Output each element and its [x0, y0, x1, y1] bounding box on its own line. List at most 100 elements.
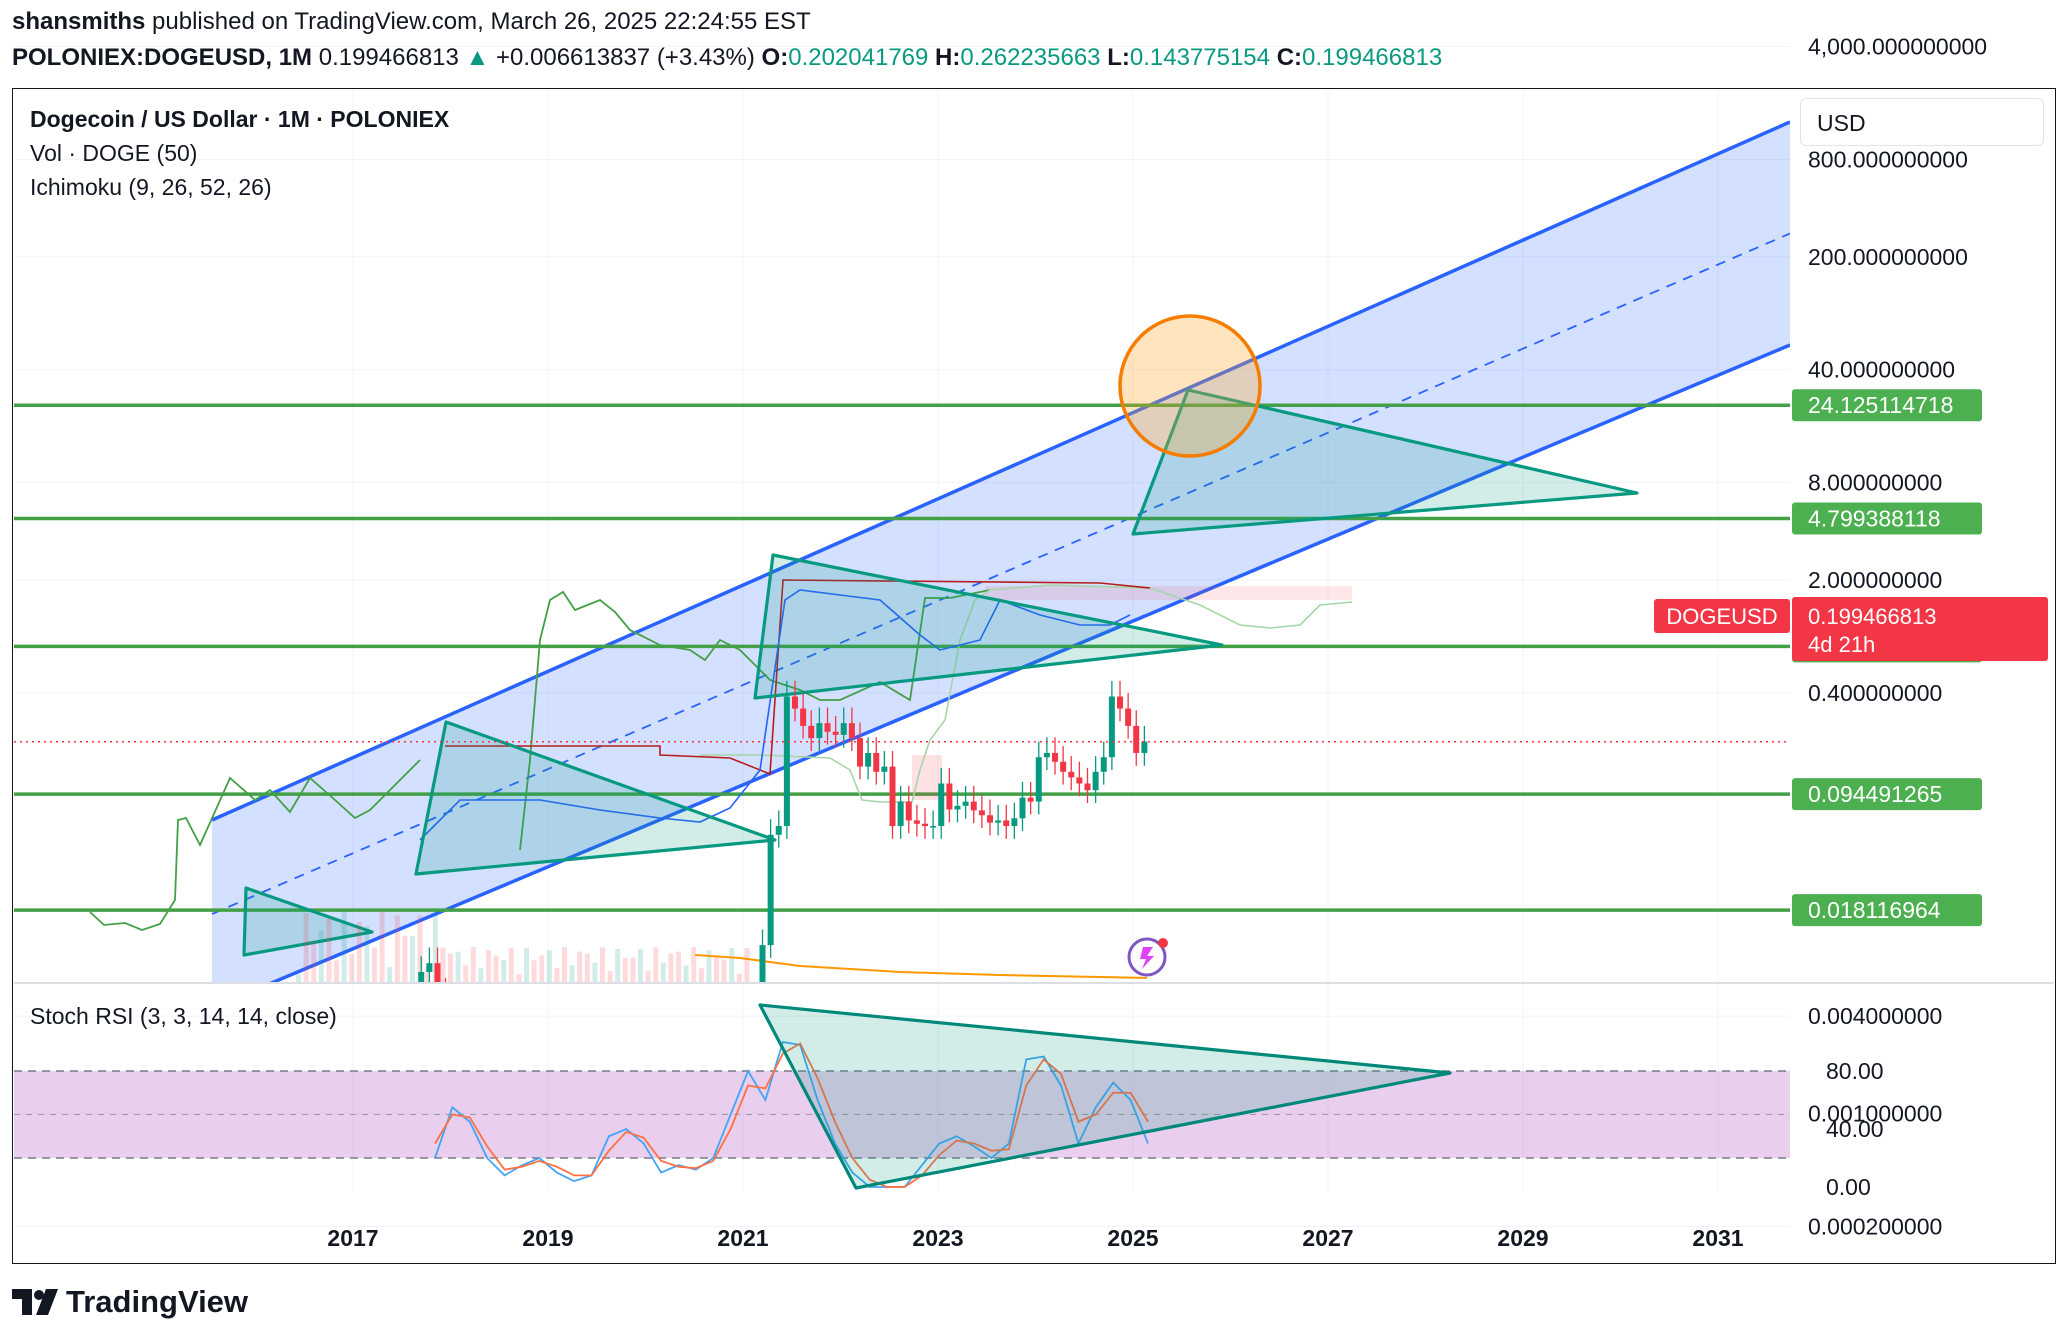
volume-bar	[714, 955, 719, 982]
candle-body	[1011, 818, 1018, 827]
tenkan-sen	[419, 589, 1131, 841]
candle-body	[703, 1030, 709, 1049]
volume-bar	[638, 948, 643, 982]
level-label-bg	[1792, 502, 1982, 535]
candle-body	[1108, 696, 1115, 758]
volume-bar	[478, 968, 484, 982]
channel-upper-line[interactable]	[211, 120, 1790, 822]
volume-bar	[516, 973, 522, 982]
price-axis[interactable]: 4,000.000000000 800.000000000 200.00000000…	[1808, 34, 1987, 1240]
stoch-rsi-legend[interactable]: Stoch RSI (3, 3, 14, 14, close)	[30, 1003, 337, 1029]
level-label-text: 4.799388118	[1808, 506, 1941, 532]
price-tick-label: 40.000000000	[1808, 357, 1955, 383]
candle-body	[329, 1198, 335, 1214]
price-tick-label: 0.400000000	[1808, 680, 1942, 706]
candle-body	[954, 805, 961, 810]
author-name[interactable]: shansmiths	[12, 8, 146, 35]
level-label-bg	[1792, 389, 1982, 422]
triangle-2021[interactable]	[753, 553, 1224, 700]
stoch-axis: 80.00 40.00 0.00	[1826, 1058, 1884, 1200]
candle-body	[727, 1041, 733, 1046]
chart-title: Dogecoin / US Dollar · 1M · POLONIEX	[30, 106, 450, 132]
volume-bar	[372, 947, 377, 982]
volume-bar	[493, 955, 499, 982]
volume-bar	[698, 968, 704, 982]
volume-bar	[425, 967, 431, 982]
target-circle-shape[interactable]	[1118, 314, 1262, 458]
volume-bar	[410, 935, 415, 982]
tradingview-logo[interactable]: TradingView	[12, 1284, 248, 1320]
volume-bar	[318, 930, 324, 982]
candle-body	[857, 738, 863, 767]
price-tag-bg	[1792, 597, 2048, 661]
triangle-patterns[interactable]	[242, 388, 1639, 957]
channel-lower-line[interactable]	[212, 343, 1790, 1008]
stoch-triangle[interactable]	[758, 1003, 1452, 1190]
candle-body	[930, 826, 937, 828]
volume-bar	[364, 925, 370, 982]
time-tick-label: 2029	[1497, 1225, 1548, 1251]
volume-bar	[326, 918, 332, 982]
candle-body	[1019, 797, 1026, 819]
volume-bar	[463, 965, 469, 982]
volume-legend[interactable]: Vol · DOGE (50)	[30, 140, 198, 166]
price-tick-label: 8.000000000	[1808, 470, 1942, 496]
replay-icon[interactable]	[1127, 937, 1168, 977]
volume-bar	[736, 973, 742, 982]
up-arrow-icon: ▲	[465, 44, 490, 71]
candle-body	[743, 1022, 749, 1034]
candle-body	[410, 1036, 416, 1058]
volume-bar	[440, 947, 446, 982]
volume-bar	[660, 962, 666, 982]
time-tick-label: 2021	[717, 1225, 768, 1251]
volume-bar	[356, 921, 362, 982]
candle-body	[475, 1036, 481, 1052]
volume-bar	[554, 968, 560, 982]
volume-bar	[607, 971, 613, 982]
volume-bar	[721, 960, 727, 982]
candle-body	[1052, 752, 1058, 762]
time-tick-label: 2023	[912, 1225, 963, 1251]
candle-body	[1076, 777, 1083, 784]
triangle-2018[interactable]	[414, 720, 777, 876]
candle-body	[783, 696, 790, 827]
candle-body	[695, 1044, 701, 1049]
candle-body	[913, 820, 920, 824]
candle-body	[305, 1220, 311, 1227]
candle-body	[361, 1030, 367, 1049]
cloud-red-patch	[912, 755, 942, 800]
candle-body	[418, 971, 425, 982]
publish-line: shansmiths published on TradingView.com,…	[12, 8, 811, 36]
grid-lines	[14, 46, 1790, 1227]
target-circle[interactable]	[1118, 314, 1262, 458]
last-price: 0.199466813	[318, 44, 459, 71]
volume-bar	[676, 951, 681, 982]
volume-ma-line	[694, 954, 1148, 979]
triangle-2016[interactable]	[242, 886, 374, 957]
close-value: 0.199466813	[1302, 44, 1443, 71]
symbol-tag-bg	[1654, 599, 1790, 633]
level-label-text: 0.018116964	[1808, 897, 1941, 923]
candle-body	[1084, 783, 1091, 791]
time-axis[interactable]: 2017 2019 2021 2023 2025 2027 2029 2031	[327, 1225, 1743, 1251]
candle-body	[1027, 797, 1034, 802]
candle-body	[1133, 725, 1140, 753]
candle-body	[256, 1217, 262, 1223]
stoch-tick-label: 40.00	[1826, 1116, 1884, 1142]
price-tick-label: 800.000000000	[1808, 146, 1968, 172]
ichimoku-legend[interactable]: Ichimoku (9, 26, 52, 26)	[30, 174, 272, 200]
price-tag: 0.199466813	[1808, 604, 1936, 629]
chart-frame[interactable]	[12, 88, 2056, 1264]
candle-body	[467, 1014, 473, 1036]
volume-bar	[486, 950, 491, 982]
candlestick-series	[256, 680, 1148, 1227]
ascending-channel[interactable]	[211, 120, 1790, 1008]
volume-bar	[706, 950, 712, 982]
volume-bar	[744, 947, 750, 982]
price-change: +0.006613837 (+3.43%)	[495, 44, 755, 71]
currency-button[interactable]: USD	[1800, 98, 2044, 146]
triangle-target[interactable]	[1131, 388, 1639, 536]
level-label-text: 0.094491265	[1808, 781, 1942, 807]
kijun-sen	[445, 579, 1151, 776]
